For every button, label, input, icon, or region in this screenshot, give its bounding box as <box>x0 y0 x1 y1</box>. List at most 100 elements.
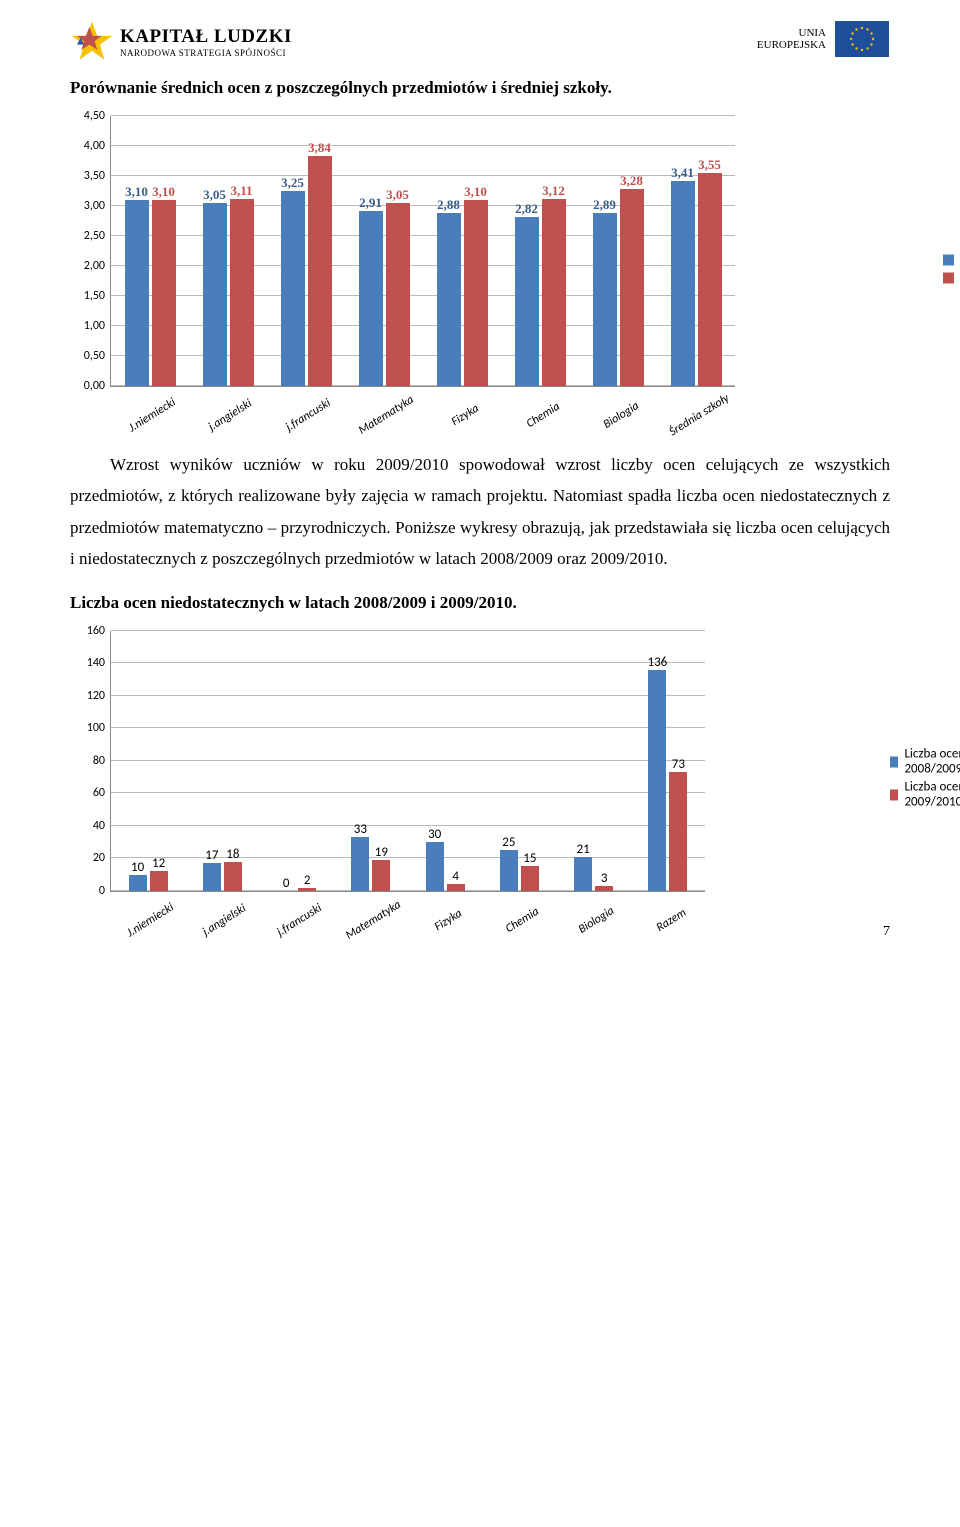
kl-logo-text: KAPITAŁ LUDZKI NARODOWA STRATEGIA SPÓJNO… <box>120 26 292 58</box>
bar-group: 213 <box>557 631 631 891</box>
kl-star-icon <box>70 20 114 64</box>
x-tick-label: j.francuski <box>258 884 335 945</box>
bar-value-label: 18 <box>226 847 239 862</box>
x-tick-label: Fizyka <box>406 884 483 945</box>
x-tick-label: Chemia <box>500 379 580 442</box>
bar-value-label: 3,10 <box>464 184 487 200</box>
bar-group: 2,823,12 <box>501 116 579 386</box>
bar-value-label: 3,11 <box>230 183 252 199</box>
bar: 3,10 <box>152 200 176 386</box>
bar-group: 30 4 <box>408 631 482 891</box>
page-number: 7 <box>883 924 890 940</box>
chart1-plot-area: 3,103,103,053,113,253,842,913,052,883,10… <box>110 116 735 387</box>
chart1-x-axis: J.niemieckij.angielskij.francuskiMatemat… <box>110 395 735 421</box>
bar: 25 <box>500 850 518 891</box>
y-tick-label: 40 <box>93 819 111 833</box>
bar-group: 2,913,05 <box>345 116 423 386</box>
legend-swatch <box>890 756 898 767</box>
chart2-x-axis: J.niemieckij.angielskij.francuskiMatemat… <box>110 900 705 926</box>
logo-kapital-ludzki: KAPITAŁ LUDZKI NARODOWA STRATEGIA SPÓJNO… <box>70 20 292 64</box>
y-tick-label: 2,50 <box>84 229 111 243</box>
bar-group: 3,103,10 <box>111 116 189 386</box>
x-tick-label: Matematyka <box>332 884 409 945</box>
x-tick-label: j.angielski <box>183 884 260 945</box>
y-tick-label: 160 <box>87 624 111 638</box>
x-tick-label: Chemia <box>481 884 558 945</box>
y-tick-label: 0,50 <box>84 349 111 363</box>
x-tick-label: J.niemiecki <box>109 884 186 945</box>
bar: 19 <box>372 860 390 891</box>
bar: 3,41 <box>671 181 695 386</box>
bar: 33 <box>351 837 369 891</box>
bar: 2,88 <box>437 213 461 386</box>
x-tick-label: Średnia szkoły <box>656 379 736 442</box>
bar-value-label: 19 <box>375 845 388 860</box>
x-tick-label: J.niemiecki <box>109 379 189 442</box>
bar-group: 2515 <box>482 631 556 891</box>
bar-group: 3,253,84 <box>267 116 345 386</box>
x-tick-label: j.francuski <box>265 379 345 442</box>
chart2-plot-area: 10121718023319304251521313673 0204060801… <box>110 631 705 892</box>
legend-label: Liczba ocen niedostatecznych 2009/2010 <box>904 780 960 810</box>
bar-group: 10 12 <box>111 631 185 891</box>
kl-logo-line2: NARODOWA STRATEGIA SPÓJNOŚCI <box>120 48 292 58</box>
legend-label: Liczba ocen niedostatecznych 2008/2009 <box>904 747 960 777</box>
bar: 3,05 <box>203 203 227 386</box>
eu-text: UNIA EUROPEJSKA <box>757 27 826 51</box>
bar: 3,10 <box>125 200 149 386</box>
bar: 3,55 <box>698 173 722 386</box>
bar: 3,84 <box>308 156 332 386</box>
chart1-legend: Rok 2008/2009Rok 2009/2010 <box>943 249 960 288</box>
x-tick-label: Razem <box>629 884 706 945</box>
bar-value-label: 3,05 <box>386 187 409 203</box>
bar-value-label: 25 <box>502 835 515 850</box>
bar-value-label: 17 <box>205 848 218 863</box>
bar-group: 3319 <box>334 631 408 891</box>
y-tick-label: 1,00 <box>84 319 111 333</box>
y-tick-label: 60 <box>93 786 111 800</box>
bar-value-label: 33 <box>354 822 367 837</box>
chart2-legend: Liczba ocen niedostatecznych 2008/2009Li… <box>890 744 960 813</box>
y-tick-label: 1,50 <box>84 289 111 303</box>
bar: 30 <box>426 842 444 891</box>
bar-value-label: 21 <box>577 842 590 857</box>
bar: 3,28 <box>620 189 644 386</box>
bar: 136 <box>648 670 666 891</box>
section2-title: Liczba ocen niedostatecznych w latach 20… <box>70 593 890 613</box>
y-tick-label: 3,00 <box>84 199 111 213</box>
y-tick-label: 4,50 <box>84 109 111 123</box>
legend-swatch <box>943 272 954 283</box>
y-tick-label: 80 <box>93 754 111 768</box>
bar: 2,91 <box>359 211 383 386</box>
paragraph-text: Wzrost wyników uczniów w roku 2009/2010 … <box>70 455 890 568</box>
bar-value-label: 12 <box>152 856 165 871</box>
bar: 10 <box>129 875 147 891</box>
y-tick-label: 100 <box>87 721 111 735</box>
bar-value-label: 3,84 <box>308 140 331 156</box>
bar: 3,05 <box>386 203 410 386</box>
bar-group: 02 <box>260 631 334 891</box>
body-paragraph: Wzrost wyników uczniów w roku 2009/2010 … <box>70 449 890 575</box>
bar-group: 3,053,11 <box>189 116 267 386</box>
bar-group: 3,413,55 <box>657 116 735 386</box>
bar-value-label: 3,28 <box>620 173 643 189</box>
y-tick-label: 140 <box>87 656 111 670</box>
bar-group: 2,883,10 <box>423 116 501 386</box>
bar: 73 <box>669 772 687 891</box>
bar-value-label: 3,12 <box>542 183 565 199</box>
bar: 3,12 <box>542 199 566 386</box>
eu-flag-icon <box>834 20 890 58</box>
bar-value-label: 3,10 <box>125 184 148 200</box>
bar-value-label: 3,41 <box>671 165 694 181</box>
bar-group: 1718 <box>185 631 259 891</box>
bar: 15 <box>521 866 539 890</box>
x-tick-label: Fizyka <box>422 379 502 442</box>
bar-group: 13673 <box>631 631 705 891</box>
legend-item: Rok 2008/2009 <box>943 252 960 267</box>
kl-logo-line1: KAPITAŁ LUDZKI <box>120 26 292 48</box>
bar-value-label: 4 <box>452 869 459 884</box>
legend-item: Liczba ocen niedostatecznych 2008/2009 <box>890 747 960 777</box>
bar: 21 <box>574 857 592 891</box>
bar-value-label: 15 <box>523 851 536 866</box>
bar-value-label: 3,05 <box>203 187 226 203</box>
